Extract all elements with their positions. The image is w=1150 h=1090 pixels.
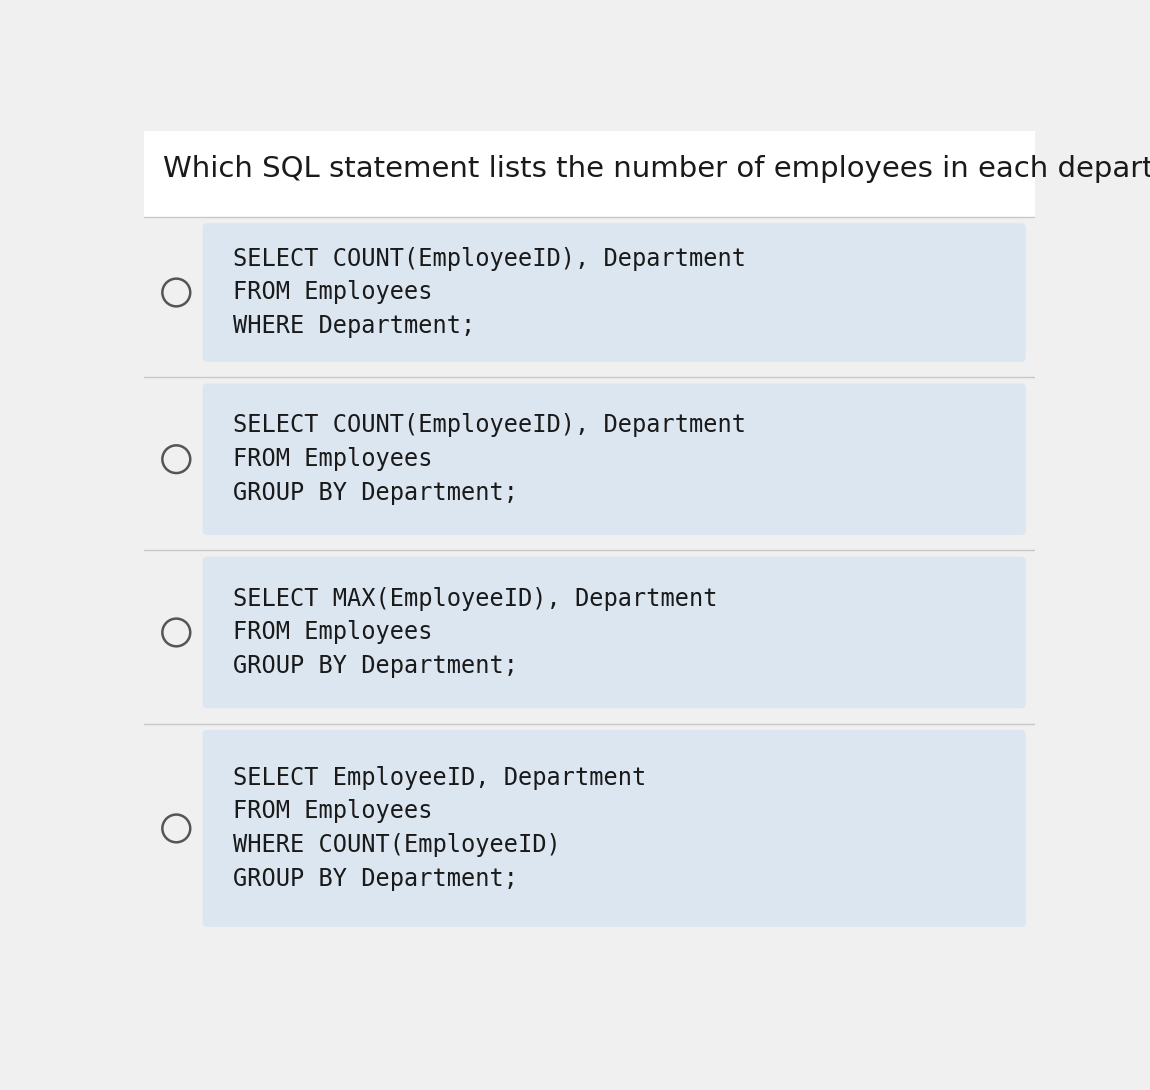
FancyBboxPatch shape (144, 217, 1035, 368)
FancyBboxPatch shape (144, 550, 1035, 714)
FancyBboxPatch shape (202, 223, 1026, 362)
Text: GROUP BY Department;: GROUP BY Department; (232, 868, 518, 892)
FancyBboxPatch shape (202, 730, 1026, 926)
Text: FROM Employees: FROM Employees (232, 799, 432, 823)
Text: FROM Employees: FROM Employees (232, 447, 432, 471)
FancyBboxPatch shape (144, 724, 1035, 933)
Text: WHERE Department;: WHERE Department; (232, 314, 475, 338)
Text: GROUP BY Department;: GROUP BY Department; (232, 654, 518, 678)
Text: SELECT EmployeeID, Department: SELECT EmployeeID, Department (232, 765, 646, 789)
Text: SELECT COUNT(EmployeeID), Department: SELECT COUNT(EmployeeID), Department (232, 413, 746, 437)
FancyBboxPatch shape (202, 557, 1026, 708)
Text: SELECT COUNT(EmployeeID), Department: SELECT COUNT(EmployeeID), Department (232, 246, 746, 270)
FancyBboxPatch shape (144, 377, 1035, 542)
Text: WHERE COUNT(EmployeeID): WHERE COUNT(EmployeeID) (232, 834, 561, 858)
Text: FROM Employees: FROM Employees (232, 280, 432, 304)
Text: SELECT MAX(EmployeeID), Department: SELECT MAX(EmployeeID), Department (232, 586, 718, 610)
Text: Which SQL statement lists the number of employees in each department?: Which SQL statement lists the number of … (163, 156, 1150, 183)
Text: GROUP BY Department;: GROUP BY Department; (232, 481, 518, 505)
FancyBboxPatch shape (144, 131, 1035, 217)
FancyBboxPatch shape (202, 384, 1026, 535)
Text: FROM Employees: FROM Employees (232, 620, 432, 644)
